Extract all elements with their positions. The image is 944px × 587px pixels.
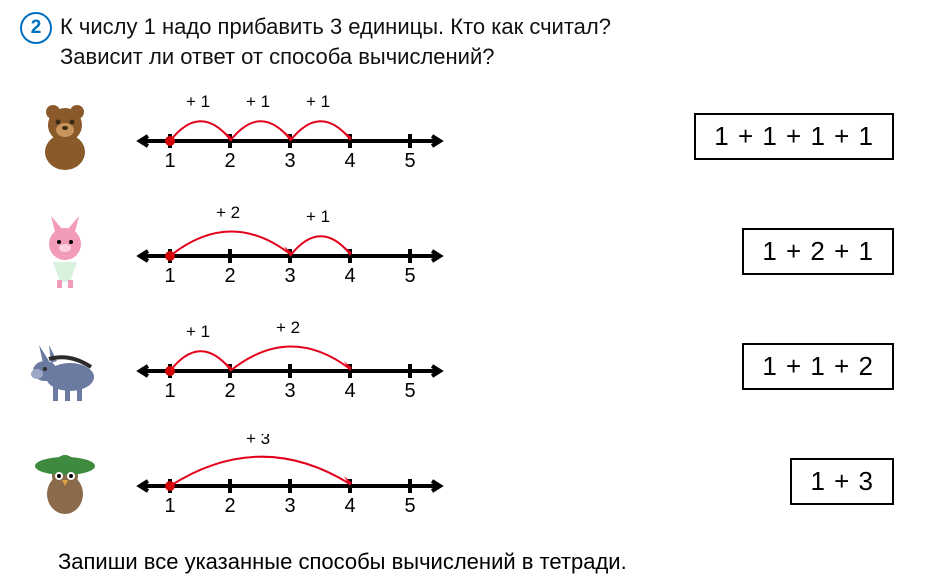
tick-label: 3 [284,380,295,402]
character-cell [20,97,110,177]
jump-label: + 1 [186,322,210,341]
number-line: 1 2 3 4 5 + 2 + 1 [110,204,470,294]
tick-label: 2 [224,495,235,517]
equation-box: 1 + 3 [790,458,894,505]
jump-label: + 3 [246,434,270,448]
tick-label: 4 [344,380,355,402]
question-line-2: Зависит ли ответ от способа вычислений? [60,44,494,69]
numberline-cell: 1 2 3 4 5 + 3 [110,434,470,529]
tick-label: 4 [344,150,355,172]
owl-character-icon [25,442,105,522]
tick-label: 2 [224,150,235,172]
tick-label: 1 [164,495,175,517]
numberline-cell: 1 2 3 4 5 + 1 + 1 + 1 [110,89,470,184]
character-cell [20,212,110,292]
bear-character-icon [25,97,105,177]
jump-label: + 1 [186,92,210,111]
jump-label: + 1 [306,92,330,111]
numberline-cell: 1 2 3 4 5 + 2 + 1 [110,204,470,299]
tick-label: 1 [164,380,175,402]
tick-label: 3 [284,150,295,172]
tick-label: 5 [404,495,415,517]
character-cell [20,442,110,522]
equation-box: 1 + 1 + 1 + 1 [694,113,894,160]
equation-cell: 1 + 1 + 1 + 1 [470,113,924,160]
jump-label: + 1 [306,207,330,226]
tick-label: 5 [404,150,415,172]
tick-label: 2 [224,380,235,402]
method-row: 1 2 3 4 5 + 2 + 1 1 + 2 + 1 [20,204,924,299]
tick-label: 3 [284,495,295,517]
tick-label: 3 [284,265,295,287]
jump-label: + 2 [216,204,240,222]
question-line-1: К числу 1 надо прибавить 3 единицы. Кто … [60,14,611,39]
equation-box: 1 + 1 + 2 [742,343,894,390]
jump-label: + 1 [246,92,270,111]
methods-list: 12345+ 1+ 1+ 11 + 1 + 1 + 112345+ 2+ 11 … [20,89,924,529]
character-cell [20,327,110,407]
tick-label: 4 [344,495,355,517]
tick-label: 1 [164,150,175,172]
donkey-character-icon [25,327,105,407]
tick-label: 1 [164,265,175,287]
tick-label: 5 [404,380,415,402]
equation-cell: 1 + 1 + 2 [470,343,924,390]
number-line: 1 2 3 4 5 + 1 + 2 [110,319,470,409]
number-line: 1 2 3 4 5 + 1 + 1 + 1 [110,89,470,179]
number-line: 1 2 3 4 5 + 3 [110,434,470,524]
tick-label: 5 [404,265,415,287]
task-number-badge: 2 [20,12,52,44]
method-row: 1 2 3 4 5 + 1 + 2 1 + 1 + 2 [20,319,924,414]
question-text: К числу 1 надо прибавить 3 единицы. Кто … [60,12,611,71]
equation-cell: 1 + 3 [470,458,924,505]
equation-box: 1 + 2 + 1 [742,228,894,275]
equation-cell: 1 + 2 + 1 [470,228,924,275]
footer-instruction: Запиши все указанные способы вычислений … [58,549,924,575]
tick-label: 2 [224,265,235,287]
numberline-cell: 1 2 3 4 5 + 1 + 2 [110,319,470,414]
method-row: 1 2 3 4 5 + 3 1 + 3 [20,434,924,529]
method-row: 1 2 3 4 5 + 1 + 1 + 1 1 + 1 + 1 + 1 [20,89,924,184]
piglet-character-icon [25,212,105,292]
jump-label: + 2 [276,319,300,337]
tick-label: 4 [344,265,355,287]
